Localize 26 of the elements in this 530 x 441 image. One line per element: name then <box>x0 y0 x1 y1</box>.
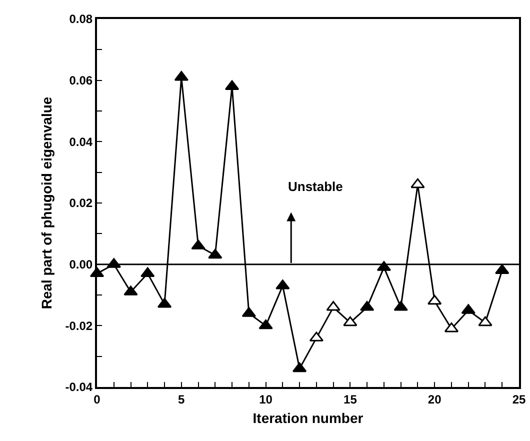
x-tick-label: 0 <box>94 392 101 406</box>
point <box>343 316 358 326</box>
point <box>140 267 155 278</box>
point <box>410 178 425 188</box>
y-tick-label: 0.04 <box>69 134 93 149</box>
point <box>444 322 459 332</box>
y-tick-label: 0.08 <box>69 12 93 26</box>
y-tick-label: -0.04 <box>65 380 93 394</box>
point <box>258 319 273 330</box>
x-tick-label: 10 <box>259 392 273 406</box>
annotation: Unstable <box>288 179 343 194</box>
y-tick-label: -0.02 <box>65 318 93 333</box>
x-tick-label: 5 <box>178 392 186 406</box>
point <box>292 362 307 372</box>
x-axis-title: Iteration number <box>252 410 364 426</box>
x-tick-label: 25 <box>512 392 526 406</box>
y-tick-label: 0.06 <box>69 74 93 88</box>
x-tick-label: 15 <box>344 392 358 406</box>
y-axis-title: Real part of phugoid eigenvalue <box>38 96 54 310</box>
point <box>478 316 492 326</box>
y-tick-label: 0.00 <box>69 258 93 272</box>
x-tick-label: 20 <box>428 392 442 406</box>
point <box>208 248 222 259</box>
point <box>157 298 172 308</box>
y-tick-label: 0.02 <box>69 196 93 210</box>
point <box>428 294 442 305</box>
